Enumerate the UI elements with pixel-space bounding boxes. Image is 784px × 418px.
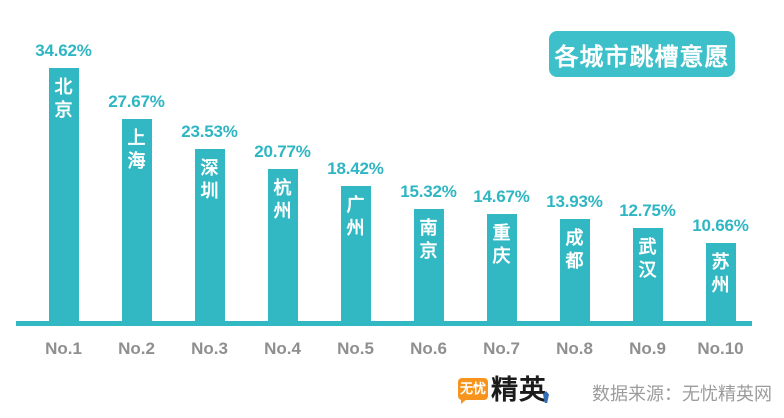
bar: 广州 bbox=[340, 186, 371, 321]
bar-city-label: 武 bbox=[638, 237, 657, 257]
brand-logo: 无忧 精英 bbox=[458, 374, 549, 406]
data-source-text: 数据来源：无忧精英网 bbox=[592, 384, 772, 404]
bar-city-label: 州 bbox=[273, 201, 292, 221]
rank-label: No.3 bbox=[191, 339, 228, 358]
value-label: 18.42% bbox=[327, 159, 384, 178]
bar: 杭州 bbox=[267, 169, 298, 321]
bar-city-label: 深 bbox=[200, 158, 219, 178]
bar: 北京 bbox=[48, 68, 79, 321]
rank-label: No.2 bbox=[118, 339, 155, 358]
bar-chart: 34.62% 北京 27.67% 上海 23.53% 深圳 20.77% 杭州 18.42% 广州… bbox=[27, 0, 757, 321]
bar-column: 34.62% 北京 bbox=[27, 0, 100, 321]
logo-badge: 无忧 bbox=[458, 378, 489, 404]
bar-column: 18.42% 广州 bbox=[319, 0, 392, 321]
bar-column: 10.66% 苏州 bbox=[684, 0, 757, 321]
bar-column: 13.93% 成都 bbox=[538, 0, 611, 321]
x-axis-line bbox=[16, 321, 752, 326]
bar-column: 12.75% 武汉 bbox=[611, 0, 684, 321]
rank-label: No.10 bbox=[697, 339, 744, 358]
bar-column: 15.32% 南京 bbox=[392, 0, 465, 321]
bar-column: 23.53% 深圳 bbox=[173, 0, 246, 321]
bar-city-label: 广 bbox=[346, 195, 365, 215]
bar: 上海 bbox=[121, 119, 152, 321]
bar: 重庆 bbox=[486, 214, 517, 321]
rank-label: No.1 bbox=[45, 339, 82, 358]
bar-city-label: 京 bbox=[54, 100, 73, 120]
rank-label: No.9 bbox=[629, 339, 666, 358]
bar-city-label: 州 bbox=[346, 218, 365, 238]
bar-city-label: 南 bbox=[419, 218, 438, 238]
value-label: 20.77% bbox=[254, 142, 311, 161]
bar-city-label: 苏 bbox=[711, 252, 730, 272]
value-label: 27.67% bbox=[108, 92, 165, 111]
value-label: 14.67% bbox=[473, 187, 530, 206]
bar-column: 27.67% 上海 bbox=[100, 0, 173, 321]
value-label: 12.75% bbox=[619, 201, 676, 220]
rank-label: No.7 bbox=[483, 339, 520, 358]
bar-city-label: 成 bbox=[565, 228, 584, 248]
bar: 成都 bbox=[559, 219, 590, 321]
bar-column: 20.77% 杭州 bbox=[246, 0, 319, 321]
value-label: 23.53% bbox=[181, 122, 238, 141]
bar-city-label: 京 bbox=[419, 241, 438, 261]
value-label: 10.66% bbox=[692, 216, 749, 235]
logo-text: 精英 bbox=[491, 375, 548, 405]
bar-city-label: 圳 bbox=[200, 181, 219, 201]
bar-city-label: 上 bbox=[127, 128, 146, 148]
bar-city-label: 都 bbox=[565, 251, 584, 271]
rank-label: No.6 bbox=[410, 339, 447, 358]
bar: 深圳 bbox=[194, 149, 225, 321]
bar: 苏州 bbox=[705, 243, 736, 321]
rank-label: No.8 bbox=[556, 339, 593, 358]
bar-city-label: 杭 bbox=[273, 178, 292, 198]
rank-label: No.5 bbox=[337, 339, 374, 358]
value-label: 13.93% bbox=[546, 192, 603, 211]
bar-city-label: 北 bbox=[54, 77, 73, 97]
x-axis-labels: No.1 No.2 No.3 No.4 No.5 No.6 No.7 No.8 No.9 No.1… bbox=[27, 339, 757, 359]
bar: 南京 bbox=[413, 209, 444, 321]
bar-city-label: 汉 bbox=[638, 260, 657, 280]
bar-city-label: 重 bbox=[492, 223, 511, 243]
value-label: 34.62% bbox=[35, 41, 92, 60]
bar-column: 14.67% 重庆 bbox=[465, 0, 538, 321]
bar-city-label: 庆 bbox=[492, 246, 511, 266]
chart-title-badge: 各城市跳槽意愿 bbox=[549, 31, 735, 77]
value-label: 15.32% bbox=[400, 182, 457, 201]
rank-label: No.4 bbox=[264, 339, 301, 358]
chart-title: 各城市跳槽意愿 bbox=[554, 43, 730, 71]
bar: 武汉 bbox=[632, 228, 663, 321]
tie-icon bbox=[543, 391, 549, 403]
bar-city-label: 海 bbox=[127, 151, 146, 171]
bar-city-label: 州 bbox=[711, 275, 730, 295]
